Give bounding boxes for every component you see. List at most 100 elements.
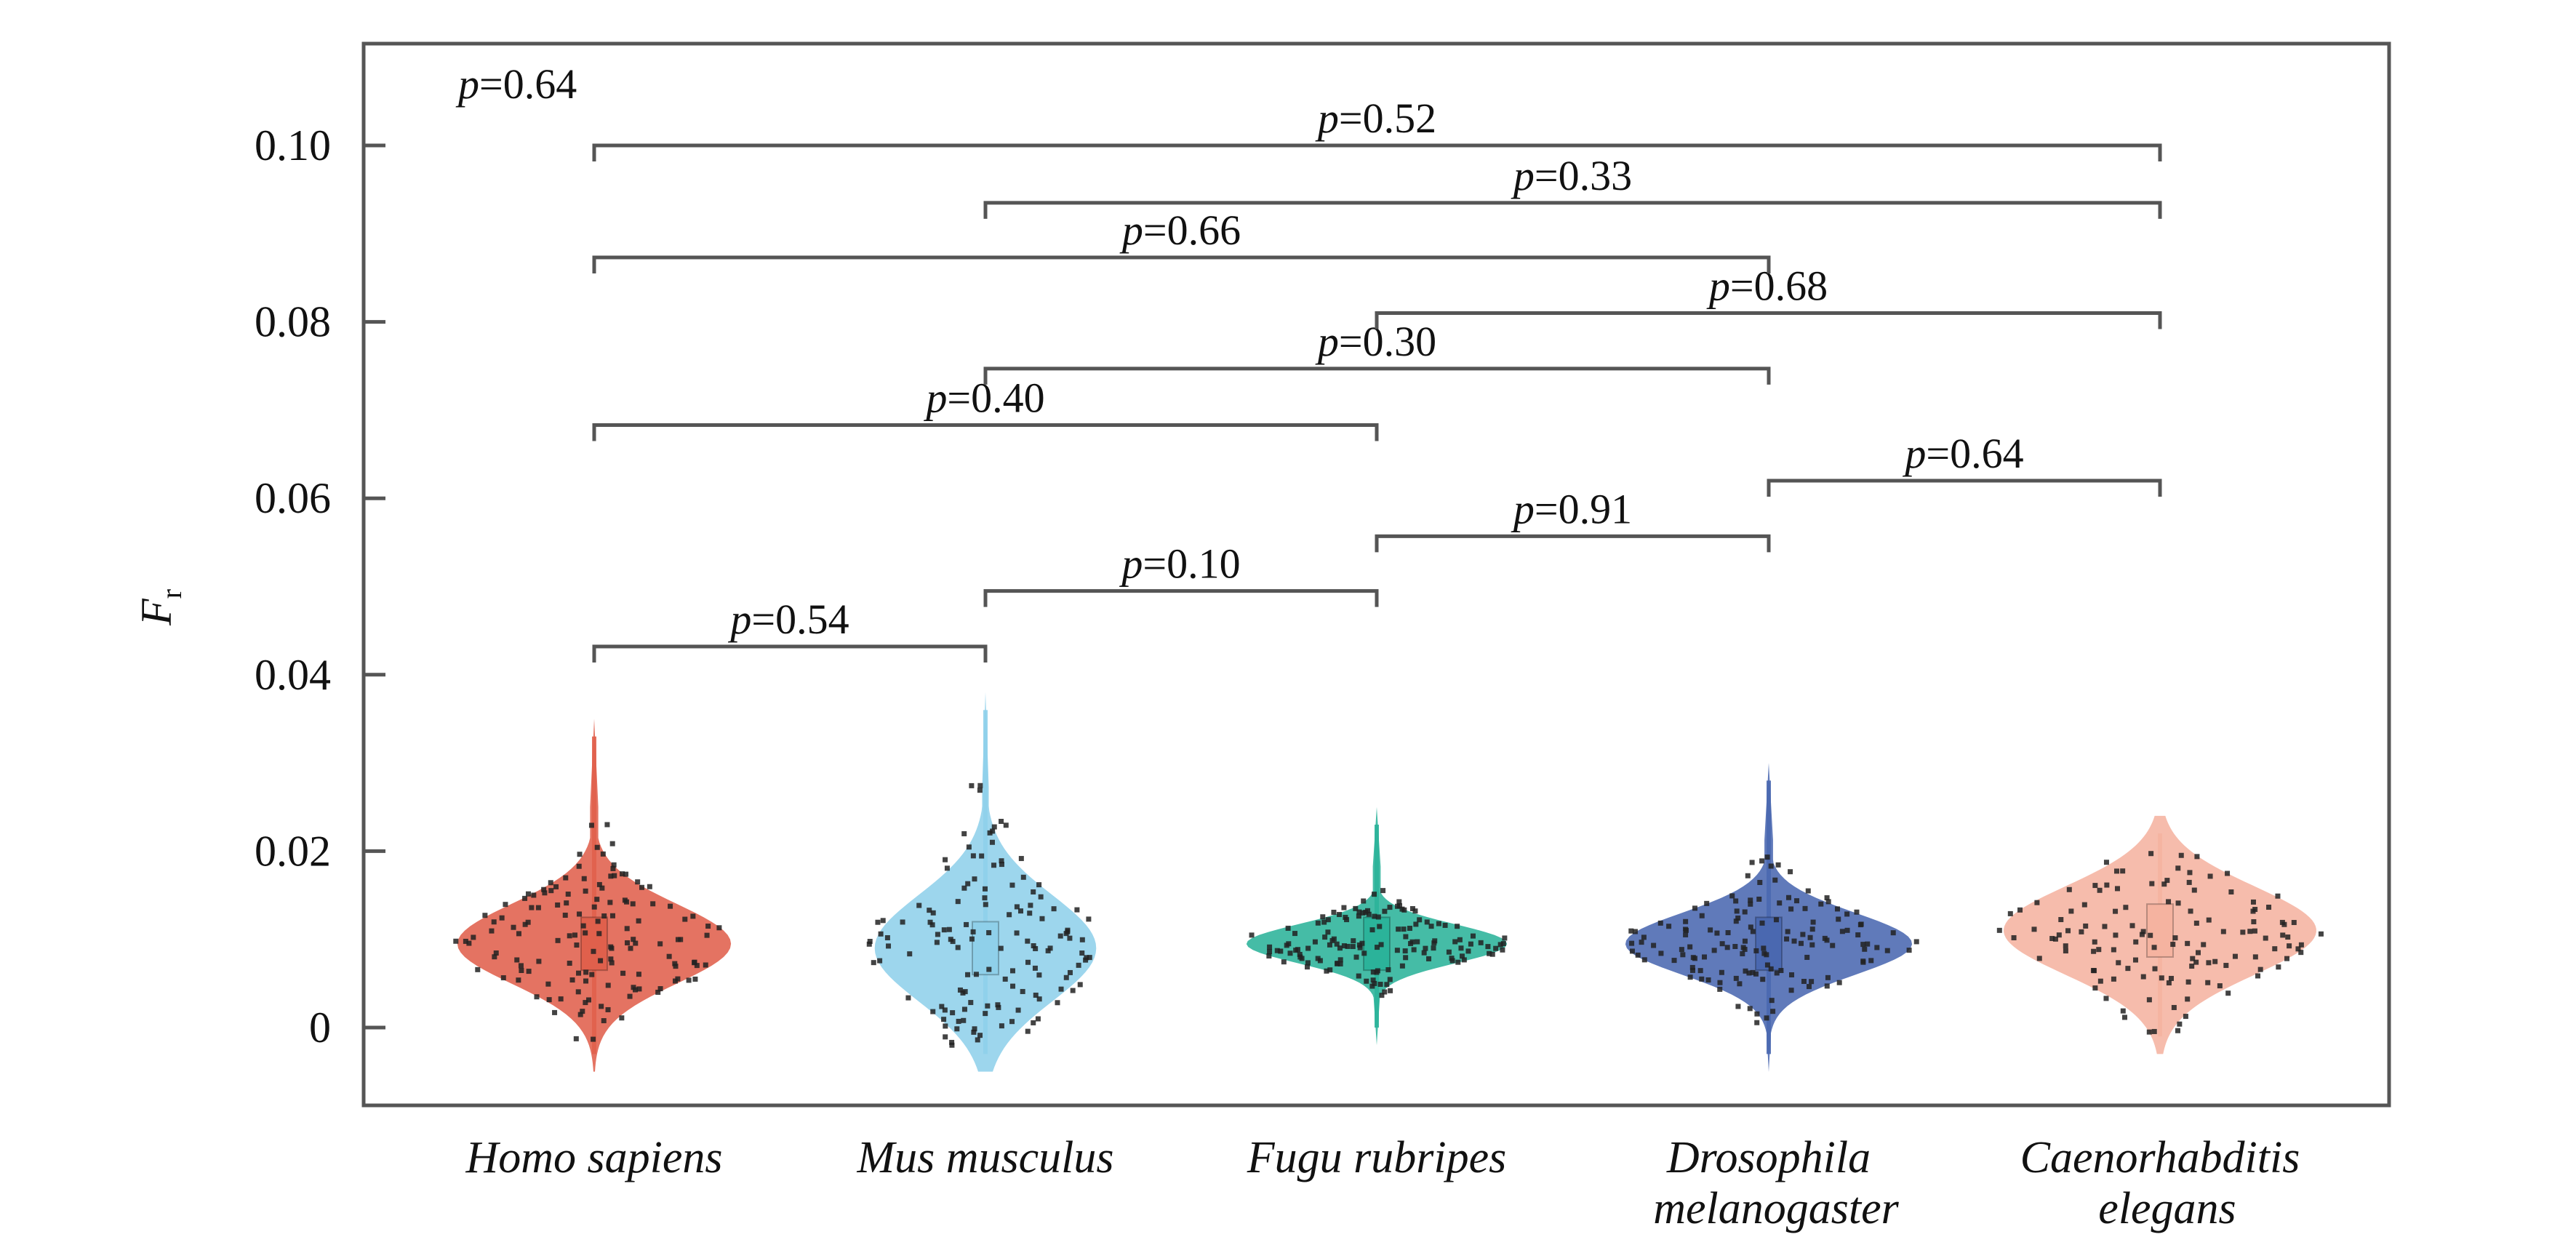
data-point <box>1411 947 1417 953</box>
data-point <box>636 986 642 992</box>
data-point <box>650 901 656 907</box>
data-point <box>927 919 933 925</box>
data-point <box>491 919 497 925</box>
data-point <box>1366 911 1372 917</box>
data-point <box>1372 980 1377 986</box>
data-point <box>1399 906 1405 912</box>
data-point <box>1874 945 1880 950</box>
data-point <box>972 876 977 882</box>
data-point <box>576 863 582 869</box>
data-point <box>1680 952 1686 958</box>
data-point <box>1449 958 1455 964</box>
data-point <box>1379 993 1385 998</box>
comparison-bracket <box>983 201 2162 219</box>
data-point <box>1687 974 1693 980</box>
data-point <box>1058 986 1064 992</box>
data-point <box>1754 1011 1760 1017</box>
data-point <box>1465 948 1471 954</box>
p-value-label: p=0.91 <box>1511 485 1632 532</box>
data-point <box>965 972 971 977</box>
data-point <box>1458 945 1464 951</box>
data-point <box>1356 913 1361 919</box>
data-point <box>1764 854 1770 860</box>
data-point <box>601 1018 607 1024</box>
data-point <box>1337 957 1343 963</box>
data-point <box>1351 938 1356 944</box>
y-axis-label: Fr <box>132 589 188 626</box>
data-point <box>2146 1029 2152 1035</box>
data-point <box>1890 930 1896 936</box>
data-point <box>1774 970 1780 976</box>
data-point <box>2285 934 2291 940</box>
data-point <box>1804 954 1810 960</box>
data-point <box>596 881 602 887</box>
data-point <box>2114 886 2120 892</box>
data-point <box>999 818 1004 824</box>
data-point <box>2049 936 2055 942</box>
data-point <box>1387 977 1393 982</box>
comparison-bracket <box>983 367 1771 385</box>
data-point <box>1063 974 1069 980</box>
data-point <box>2298 950 2304 956</box>
data-point <box>2298 942 2304 948</box>
data-point <box>599 1004 604 1009</box>
data-point <box>999 858 1004 864</box>
data-point <box>990 828 996 834</box>
data-point <box>2232 953 2238 959</box>
data-point <box>1015 1007 1021 1013</box>
data-point <box>1334 941 1340 947</box>
p-value-number: =0.52 <box>1339 95 1436 142</box>
data-point <box>2223 963 2229 969</box>
data-point <box>1356 909 1362 915</box>
data-point <box>1860 942 1866 948</box>
data-point <box>545 981 551 987</box>
data-point <box>1375 945 1380 950</box>
data-point <box>2279 919 2285 925</box>
data-point <box>600 851 606 857</box>
p-value-number: =0.66 <box>1143 207 1241 254</box>
p-value-label: p=0.64 <box>1902 430 2023 477</box>
data-point <box>666 953 672 959</box>
data-point <box>1423 945 1428 951</box>
data-point <box>620 871 625 877</box>
data-point <box>1009 882 1015 888</box>
comparison-bracket <box>592 644 988 662</box>
data-point <box>581 876 587 881</box>
data-point <box>1325 917 1331 923</box>
data-point <box>569 977 575 983</box>
p-value-label: p=0.52 <box>1315 95 1436 142</box>
data-point <box>1369 983 1375 989</box>
data-point <box>552 1009 558 1015</box>
data-point <box>1732 944 1738 950</box>
data-point <box>2252 954 2258 960</box>
data-point <box>986 966 992 972</box>
data-point <box>2081 902 2087 908</box>
comparison-bracket <box>1375 534 1771 553</box>
data-point <box>1836 980 1842 985</box>
data-point <box>580 923 586 929</box>
data-point <box>1020 988 1025 994</box>
data-point <box>983 1011 988 1017</box>
data-point <box>2159 975 2164 981</box>
data-point <box>1714 930 1720 936</box>
y-axis-label-main: F <box>132 598 180 626</box>
data-point <box>1009 968 1015 974</box>
data-point <box>1017 908 1023 914</box>
data-point <box>1305 964 1311 970</box>
data-point <box>1822 935 1828 941</box>
data-point <box>482 913 488 918</box>
data-point <box>1413 921 1419 927</box>
data-point <box>2148 932 2153 938</box>
data-point <box>525 919 531 925</box>
data-point <box>466 940 472 946</box>
x-category-label: Caenorhabditis <box>2020 1133 2300 1182</box>
data-point <box>1733 898 1739 904</box>
data-point <box>1824 983 1830 989</box>
data-point <box>2247 929 2253 934</box>
data-point <box>954 1026 960 1032</box>
data-point <box>1770 1009 1776 1014</box>
data-point <box>965 881 971 886</box>
data-point <box>1297 951 1303 957</box>
data-point <box>630 901 636 907</box>
p-value-number: =0.68 <box>1730 262 1828 309</box>
